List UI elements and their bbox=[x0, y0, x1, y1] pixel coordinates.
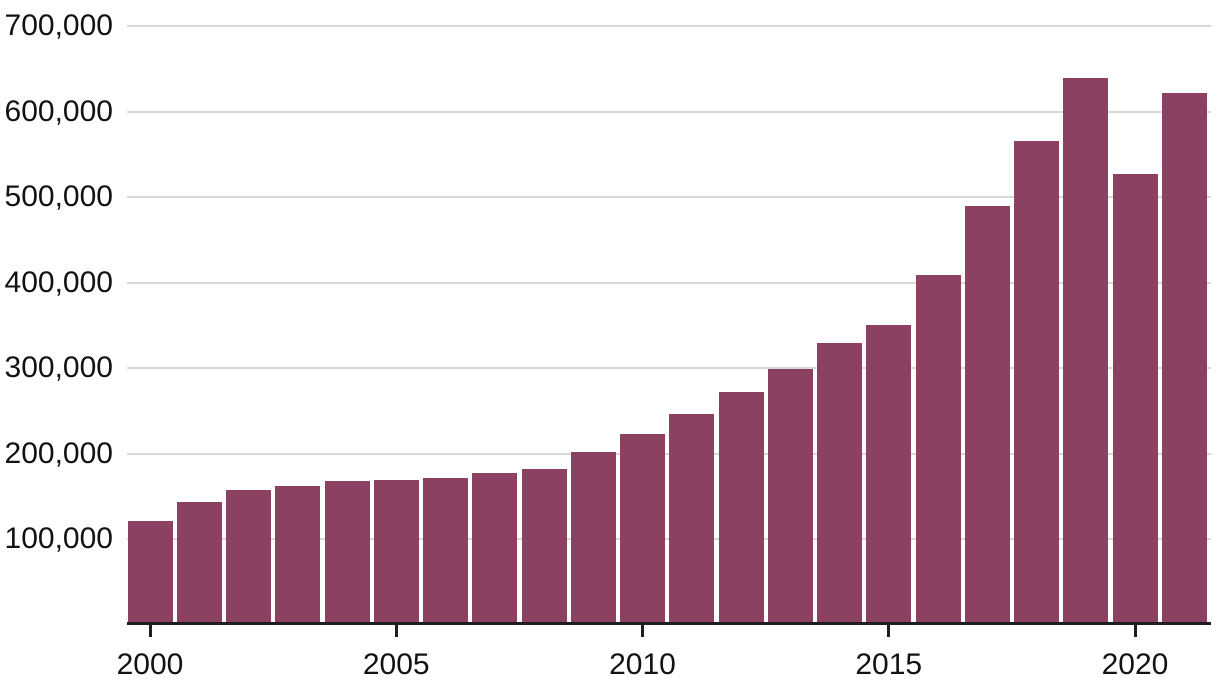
gridline-500000 bbox=[127, 196, 1211, 199]
bar-2010 bbox=[620, 434, 665, 625]
y-axis-tick-label: 700,000 bbox=[4, 9, 113, 42]
y-axis-tick-label: 500,000 bbox=[4, 180, 113, 214]
bar-2004 bbox=[324, 481, 370, 625]
bar-2014 bbox=[817, 343, 862, 625]
bar-2016 bbox=[915, 275, 961, 625]
x-axis-tick-2010 bbox=[641, 625, 644, 637]
y-axis-tick-label: 400,000 bbox=[4, 265, 113, 299]
bar-2011 bbox=[669, 413, 715, 625]
x-axis-tick-label: 2015 bbox=[855, 648, 923, 681]
x-axis-tick-2020 bbox=[1133, 625, 1137, 637]
bar-2006 bbox=[423, 477, 468, 625]
bar-2000 bbox=[127, 520, 173, 625]
bar-2001 bbox=[176, 501, 222, 625]
bar-2003 bbox=[275, 486, 321, 625]
gridline-100000 bbox=[127, 538, 1211, 541]
bar-2013 bbox=[767, 369, 813, 625]
x-axis-tick-label: 2005 bbox=[362, 648, 430, 681]
bar-2007 bbox=[472, 472, 518, 625]
bar-2020 bbox=[1112, 174, 1158, 625]
y-axis-tick-label: 600,000 bbox=[4, 94, 113, 128]
bar-2005 bbox=[373, 479, 419, 625]
x-axis-tick-label: 2000 bbox=[116, 648, 184, 681]
gridline-400000 bbox=[127, 281, 1211, 284]
bar-2009 bbox=[570, 452, 616, 625]
bar-2012 bbox=[718, 392, 764, 625]
x-axis-tick-label: 2010 bbox=[609, 648, 676, 681]
bar-2019 bbox=[1063, 78, 1109, 625]
x-axis-line bbox=[127, 622, 1211, 625]
gridline-700000 bbox=[127, 25, 1211, 27]
x-axis-tick-2000 bbox=[148, 625, 152, 637]
gridline-600000 bbox=[127, 110, 1211, 113]
x-axis-tick-label: 2020 bbox=[1101, 648, 1169, 681]
bar-2018 bbox=[1014, 140, 1059, 625]
bar-2021 bbox=[1161, 92, 1207, 625]
x-axis-tick-2015 bbox=[887, 625, 891, 637]
plot-area bbox=[127, 25, 1211, 625]
y-axis-tick-label: 200,000 bbox=[4, 436, 113, 470]
gridline-300000 bbox=[127, 367, 1211, 370]
bar-2015 bbox=[866, 324, 912, 625]
bar-2017 bbox=[964, 205, 1010, 625]
y-axis-tick-label: 300,000 bbox=[4, 351, 113, 385]
bar-2008 bbox=[521, 469, 567, 625]
x-axis-tick-2005 bbox=[394, 625, 398, 637]
gridline-200000 bbox=[127, 452, 1211, 455]
y-axis-tick-label: 100,000 bbox=[4, 522, 113, 556]
bar-2002 bbox=[226, 489, 271, 625]
